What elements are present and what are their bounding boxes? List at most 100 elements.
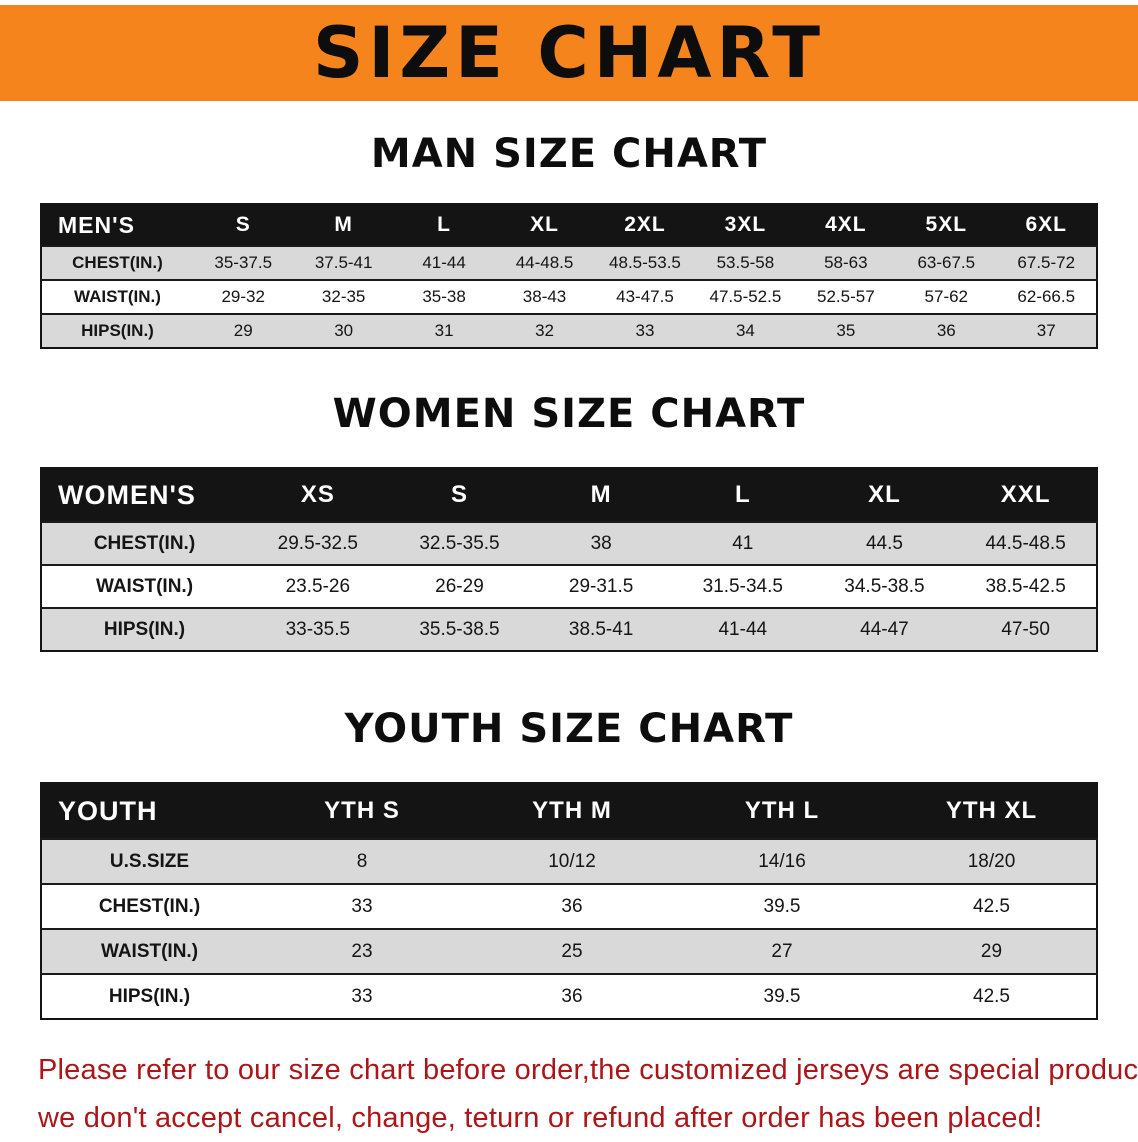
size-column-header: XS — [247, 468, 389, 522]
size-value-cell: 31 — [434, 321, 454, 340]
size-value-cell: 63-67.5 — [917, 253, 976, 272]
size-value-cell: 36 — [561, 985, 583, 1007]
size-value-cell: 44-48.5 — [515, 253, 574, 272]
size-value-cell: 41-44 — [422, 253, 466, 272]
table-row: WAIST(IN.) 23 25 27 29 — [41, 929, 1097, 974]
measurement-row-label: CHEST(IN.) — [93, 532, 196, 554]
size-value-cell: 23.5-26 — [285, 575, 351, 597]
table-corner-label: MEN'S — [41, 204, 193, 246]
youth-size-table: YOUTH YTH S YTH M YTH L YTH XL U.S.SIZE 8 10/12… — [40, 782, 1098, 1020]
size-value-cell: 29-32 — [221, 287, 265, 306]
size-column-header: L — [671, 468, 814, 522]
size-column-header: XXL — [955, 468, 1097, 522]
size-value-cell: 18/20 — [967, 850, 1016, 872]
size-value-cell: 67.5-72 — [1017, 253, 1076, 272]
size-column-header: 4XL — [795, 204, 897, 246]
table-header-row: MEN'S S M L XL 2XL 3XL 4XL 5XL 6XL — [41, 204, 1097, 246]
size-column-header: YTH S — [257, 783, 467, 839]
youth-size-chart-heading: YOUTH SIZE CHART — [344, 706, 794, 752]
table-row: CHEST(IN.) 29.5-32.5 32.5-35.5 38 41 44.5 44.5… — [41, 522, 1097, 565]
measurement-row-label: CHEST(IN.) — [72, 253, 163, 272]
size-column-header: 6XL — [996, 204, 1097, 246]
size-value-cell: 44-47 — [860, 618, 909, 640]
size-value-cell: 47-50 — [1001, 618, 1050, 640]
size-value-cell: 30 — [334, 321, 354, 340]
size-value-cell: 23 — [351, 940, 373, 962]
size-value-cell: 41-44 — [718, 618, 768, 640]
size-column-header: S — [388, 468, 531, 522]
size-value-cell: 43-47.5 — [616, 287, 674, 306]
size-value-cell: 14/16 — [758, 850, 806, 872]
size-value-cell: 35-37.5 — [214, 253, 273, 272]
size-value-cell: 53.5-58 — [716, 253, 775, 272]
size-value-cell: 42.5 — [973, 895, 1010, 917]
women-size-table: WOMEN'S XS S M L XL XXL CHEST(IN.) 29.5-32.5 32.5… — [40, 467, 1098, 652]
size-value-cell: 26-29 — [435, 575, 484, 597]
size-value-cell: 39.5 — [763, 985, 801, 1007]
size-value-cell: 33 — [635, 321, 655, 340]
size-value-cell: 33-35.5 — [285, 618, 351, 640]
size-column-header: 2XL — [594, 204, 696, 246]
table-row: CHEST(IN.) 33 36 39.5 42.5 — [41, 884, 1097, 929]
table-row: HIPS(IN.) 29 30 31 32 33 34 35 36 37 — [41, 314, 1097, 348]
size-value-cell: 35.5-38.5 — [419, 618, 500, 640]
size-value-cell: 35 — [836, 321, 856, 340]
size-value-cell: 36 — [936, 321, 956, 340]
size-value-cell: 33 — [351, 895, 373, 917]
size-value-cell: 44.5 — [865, 532, 903, 554]
size-value-cell: 47.5-52.5 — [709, 287, 782, 306]
size-value-cell: 27 — [771, 940, 793, 962]
table-row: WAIST(IN.) 23.5-26 26-29 29-31.5 31.5-34.5 34… — [41, 565, 1097, 608]
size-value-cell: 38.5-42.5 — [985, 575, 1066, 597]
size-column-header: M — [293, 204, 394, 246]
size-column-header: YTH M — [467, 783, 677, 839]
size-value-cell: 34.5-38.5 — [844, 575, 925, 597]
size-value-cell: 25 — [561, 940, 583, 962]
measurement-row-label: U.S.SIZE — [109, 850, 190, 872]
size-column-header: XL — [494, 204, 595, 246]
size-value-cell: 32 — [535, 321, 554, 340]
men-size-table: MEN'S S M L XL 2XL 3XL 4XL 5XL 6XL CHEST(IN.) 35-37… — [40, 203, 1098, 349]
table-row: CHEST(IN.) 35-37.5 37.5-41 41-44 44-48.5 48.5… — [41, 246, 1097, 280]
size-value-cell: 57-62 — [924, 287, 969, 306]
size-value-cell: 62-66.5 — [1017, 287, 1076, 306]
size-value-cell: 35-38 — [422, 287, 466, 306]
table-row: HIPS(IN.) 33 36 39.5 42.5 — [41, 974, 1097, 1019]
measurement-row-label: WAIST(IN.) — [74, 287, 161, 306]
women-size-chart-heading: WOMEN SIZE CHART — [332, 391, 806, 437]
table-row: WAIST(IN.) 29-32 32-35 35-38 38-43 43-47.5 47.… — [41, 280, 1097, 314]
table-header-row: WOMEN'S XS S M L XL XXL — [41, 468, 1097, 522]
men-size-chart-heading: MAN SIZE CHART — [370, 131, 768, 177]
size-value-cell: 41 — [732, 532, 754, 554]
size-value-cell: 52.5-57 — [817, 287, 875, 306]
size-value-cell: 29-31.5 — [568, 575, 634, 597]
size-column-header: M — [530, 468, 672, 522]
size-value-cell: 29.5-32.5 — [277, 532, 358, 554]
measurement-row-label: HIPS(IN.) — [81, 321, 154, 340]
size-column-header: L — [393, 204, 495, 246]
men-size-chart-section: MAN SIZE CHART MEN'S S M L XL 2XL 3XL 4XL 5XL 6XL… — [0, 131, 1138, 349]
size-value-cell: 38 — [590, 532, 612, 554]
table-row: U.S.SIZE 8 10/12 14/16 18/20 — [41, 839, 1097, 884]
size-value-cell: 38-43 — [522, 287, 567, 306]
size-column-header: 5XL — [896, 204, 997, 246]
size-column-header: S — [193, 204, 294, 246]
table-header-row: YOUTH YTH S YTH M YTH L YTH XL — [41, 783, 1097, 839]
size-value-cell: 32-35 — [321, 287, 366, 306]
size-column-header: YTH L — [677, 783, 887, 839]
measurement-row-label: CHEST(IN.) — [98, 895, 201, 917]
size-column-header: 3XL — [695, 204, 796, 246]
measurement-row-label: HIPS(IN.) — [108, 985, 191, 1007]
size-value-cell: 37.5-41 — [314, 253, 373, 272]
measurement-row-label: WAIST(IN.) — [95, 575, 194, 597]
banner: SIZE CHART — [0, 5, 1138, 101]
size-chart-page: SIZE CHART MAN SIZE CHART MEN'S S M L XL 2XL 3… — [0, 5, 1138, 1137]
footer-note-line-2: we don't accept cancel, change, teturn o… — [38, 1102, 1043, 1134]
table-corner-label: WOMEN'S — [41, 468, 247, 522]
size-value-cell: 29 — [233, 321, 253, 340]
table-row: HIPS(IN.) 33-35.5 35.5-38.5 38.5-41 41-44 44-… — [41, 608, 1097, 651]
size-value-cell: 34 — [735, 321, 755, 340]
size-value-cell: 36 — [561, 895, 583, 917]
footer-note: Please refer to our size chart before or… — [38, 1046, 1138, 1142]
size-column-header: YTH XL — [887, 783, 1097, 839]
